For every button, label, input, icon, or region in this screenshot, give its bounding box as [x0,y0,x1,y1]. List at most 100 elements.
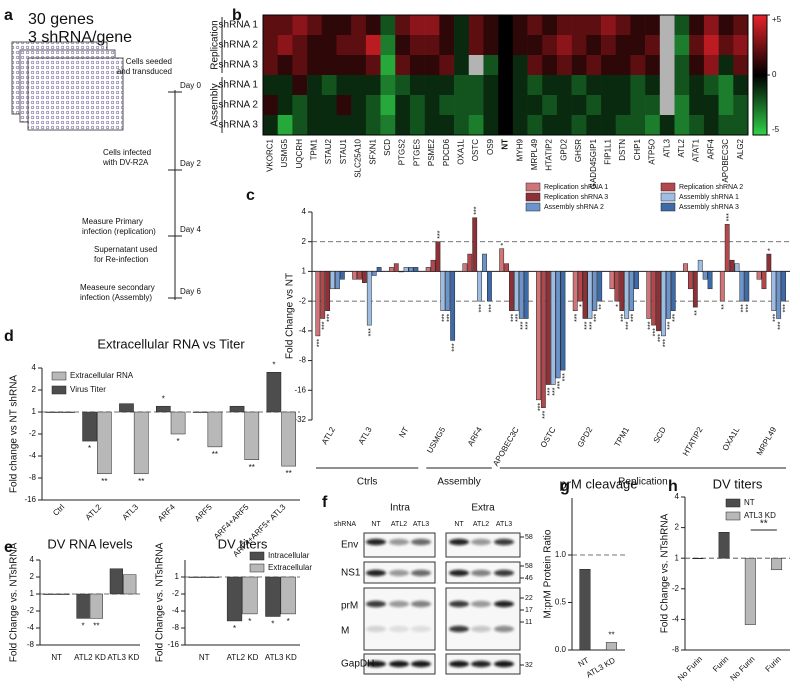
heatmap-cell [615,115,631,136]
row-label: shRNA 2 [219,100,259,111]
heatmap-cell [586,75,602,96]
bar [45,411,61,413]
y-tick-label: -2 [29,429,37,438]
heatmap-cell [498,95,514,116]
heatmap-cell [263,75,278,96]
blot-band [494,625,514,633]
blot-row-label: M [341,626,349,637]
colorbar [752,14,768,136]
heatmap-cell [645,115,661,136]
heatmap-cell [277,35,293,56]
column-label: MRPL49 [530,138,539,170]
bar [388,267,394,272]
bar [651,271,657,326]
bar [425,267,431,272]
bar [76,593,90,619]
heatmap-cell [424,95,440,116]
heatmap-cell [542,15,558,36]
bar [646,271,652,319]
group-label: Replication [618,477,667,488]
column-label: ALG2 [736,138,745,159]
heatmap-cell [659,95,675,116]
bar [577,271,583,302]
bar [362,271,367,283]
heatmap-cell [615,35,631,56]
heatmap-cell [292,35,308,56]
heatmap-cell [630,15,646,36]
blot-band [494,660,514,668]
heatmap-cell [321,95,337,116]
significance: *** [537,403,544,411]
heatmap-cell [689,75,705,96]
heatmap-cell [689,115,705,136]
x-tick-label: ARF5 [193,502,214,523]
heatmap-cell [409,35,425,56]
heatmap-cell [571,115,587,136]
row-label: shRNA 1 [219,20,259,31]
heatmap-cell [365,55,381,76]
heatmap-cell [659,15,675,36]
significance: *** [547,387,554,395]
bar [624,271,630,319]
significance: ** [286,469,292,478]
bar [536,271,541,401]
bar [513,271,519,311]
chart-title: DV titers [713,476,763,491]
heatmap-cell [645,55,661,76]
x-tick-label: OSTC [539,425,558,449]
x-tick-label: SCD [652,425,668,444]
bar [82,411,97,442]
legend-swatch [525,202,541,212]
bar [545,271,551,385]
x-tick-label: NT [577,656,591,669]
x-tick-label: ARF4 [466,425,484,448]
x-tick-label: ATL2 [84,502,104,522]
legend-swatch [249,551,265,561]
bar [509,271,514,311]
column-label: HTATIP2 [545,138,554,170]
y-tick-label: 1 [32,407,37,416]
panel-letter: f [322,494,328,511]
significance: ** [212,450,218,459]
y-tick-label: -8 [172,623,180,632]
significance: *** [542,410,549,418]
blot-band [366,600,386,608]
significance: *** [322,321,329,329]
heatmap-cell [351,95,367,116]
row-group-label: Assembly [210,83,221,126]
heatmap-cell [321,35,337,56]
bar [550,271,556,385]
heatmap-cell [277,115,293,136]
heatmap-cell [630,95,646,116]
lane-label: NT [454,521,464,528]
blot-row-label: prM [341,601,358,612]
heatmap-cell [718,15,734,36]
significance: *** [726,213,733,221]
significance: ** [101,477,107,486]
bar [207,411,223,448]
heatmap-cell [659,115,675,136]
blot-band [411,538,431,546]
significance: * [287,617,290,626]
heatmap-cell [380,115,396,136]
blot-band [411,600,431,608]
significance: *** [574,313,581,321]
row-label: shRNA 1 [219,80,259,91]
event-label: Measure Primary [82,217,143,226]
heatmap-cell [409,115,425,136]
significance: *** [672,313,679,321]
column-label: MYH9 [515,138,524,161]
heatmap-cell [571,55,587,76]
blot-band [471,660,491,668]
bar [771,271,777,311]
bar [555,271,561,379]
heatmap-cell [409,75,425,96]
column-label: PTGES [412,139,421,166]
heatmap-cell [395,35,411,56]
significance: *** [782,304,789,312]
y-tick-label: -2 [172,589,180,598]
heatmap-cell [542,75,558,96]
heatmap-cell [483,115,499,136]
significance: * [233,624,236,633]
